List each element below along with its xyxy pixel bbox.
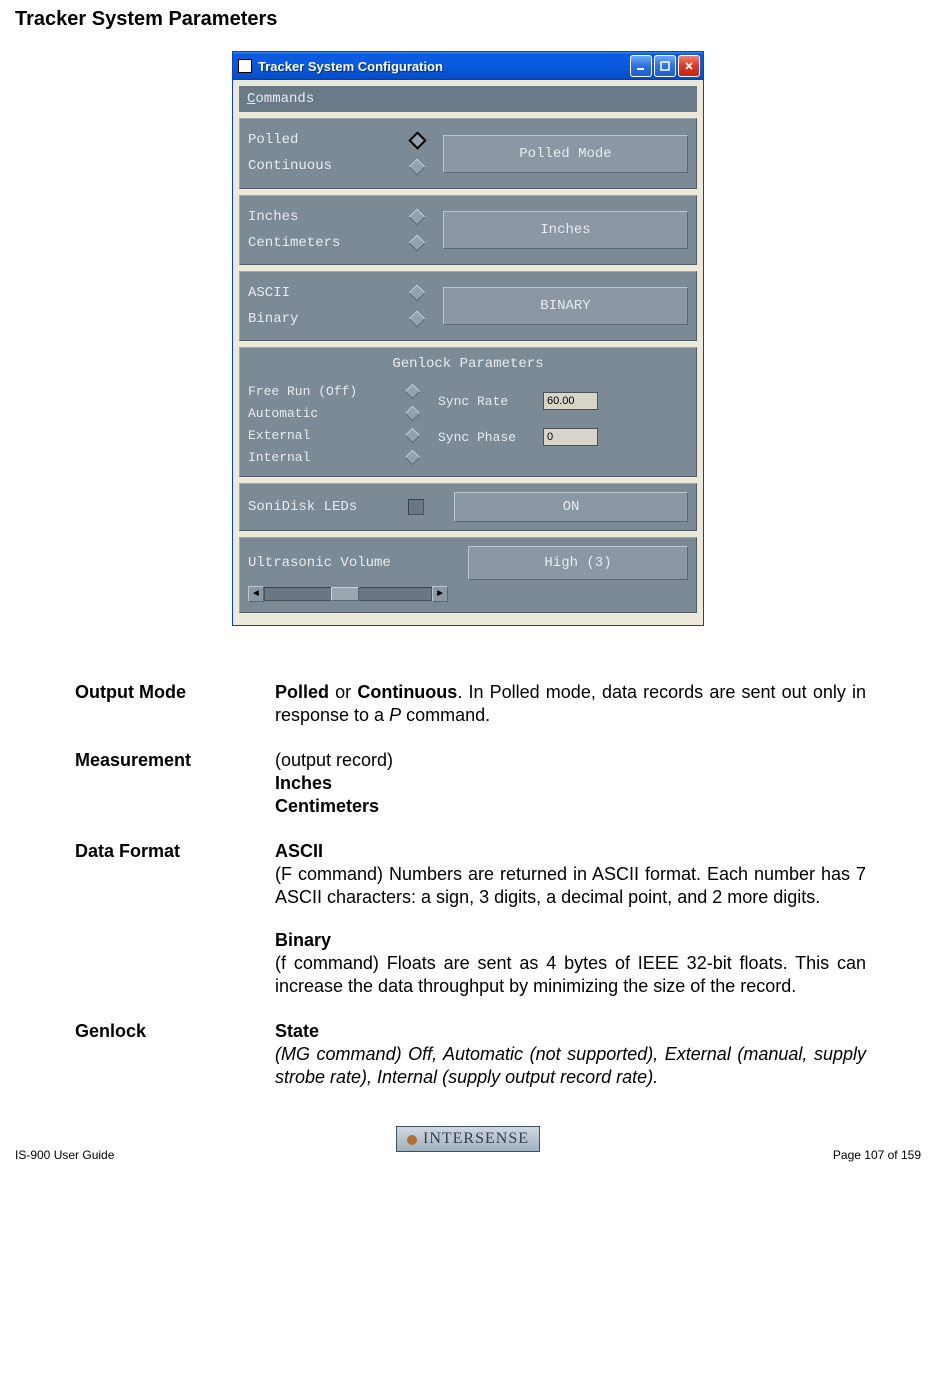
polled-radio[interactable] [408, 131, 426, 149]
def-bold: Polled [275, 682, 329, 702]
def-measurement: Measurement (output record) Inches Centi… [75, 749, 866, 818]
units-panel: Inches Centimeters Inches [239, 195, 697, 265]
centimeters-radio[interactable] [409, 235, 426, 252]
slider-track[interactable] [264, 587, 432, 601]
def-italic: P [389, 705, 401, 725]
ascii-option-label: ASCII [248, 285, 403, 301]
def-genlock: Genlock State (MG command) Off, Automati… [75, 1020, 866, 1089]
slider-left-arrow-icon[interactable]: ◄ [248, 586, 264, 602]
format-panel: ASCII Binary BINARY [239, 271, 697, 341]
def-body: ASCII (F command) Numbers are returned i… [275, 840, 866, 998]
ultrasonic-button[interactable]: High (3) [468, 546, 688, 580]
def-output-mode: Output Mode Polled or Continuous. In Pol… [75, 681, 866, 727]
slider-thumb[interactable] [331, 587, 359, 601]
ultrasonic-slider[interactable]: ◄ ► [248, 586, 448, 602]
inches-option-label: Inches [248, 209, 403, 225]
close-button[interactable] [678, 55, 700, 77]
definitions-section: Output Mode Polled or Continuous. In Pol… [75, 681, 866, 1089]
sync-phase-input[interactable] [543, 428, 598, 446]
maximize-button[interactable] [654, 55, 676, 77]
sonidisk-checkbox[interactable] [408, 499, 424, 515]
page-title: Tracker System Parameters [15, 8, 921, 31]
def-data-format: Data Format ASCII (F command) Numbers ar… [75, 840, 866, 998]
def-text: (f command) Floats are sent as 4 bytes o… [275, 953, 866, 996]
def-body: State (MG command) Off, Automatic (not s… [275, 1020, 866, 1089]
ultrasonic-label: Ultrasonic Volume [248, 555, 448, 571]
automatic-option-label: Automatic [248, 406, 403, 421]
def-body: (output record) Inches Centimeters [275, 749, 866, 818]
footer-right: Page 107 of 159 [833, 1148, 921, 1162]
def-bold: Continuous [357, 682, 457, 702]
def-bold: Binary [275, 930, 331, 950]
def-bold: ASCII [275, 841, 323, 861]
centimeters-option-label: Centimeters [248, 235, 403, 251]
sync-rate-input[interactable] [543, 392, 598, 410]
ultrasonic-panel: Ultrasonic Volume High (3) ◄ ► [239, 537, 697, 613]
external-option-label: External [248, 428, 403, 443]
polled-option-label: Polled [248, 132, 403, 148]
units-button[interactable]: Inches [443, 211, 688, 249]
def-term: Genlock [75, 1020, 275, 1089]
sync-rate-label: Sync Rate [438, 394, 543, 409]
genlock-title: Genlock Parameters [248, 356, 688, 372]
def-text: (F command) Numbers are returned in ASCI… [275, 864, 866, 907]
ascii-radio[interactable] [409, 285, 426, 302]
footer-logo-text: INTERSENSE [423, 1130, 529, 1147]
genlock-panel: Genlock Parameters Free Run (Off) Automa… [239, 347, 697, 477]
def-italic: (MG command) Off, Automatic (not support… [275, 1044, 866, 1087]
continuous-option-label: Continuous [248, 158, 403, 174]
config-window: Tracker System Configuration Commands Po… [232, 51, 704, 626]
mode-panel: Polled Continuous Polled Mode [239, 118, 697, 189]
internal-option-label: Internal [248, 450, 403, 465]
def-term: Output Mode [75, 681, 275, 727]
def-bold: Inches [275, 773, 332, 793]
def-text: command. [401, 705, 490, 725]
def-text: (output record) [275, 750, 393, 770]
footer-logo: INTERSENSE [396, 1126, 540, 1152]
minimize-button[interactable] [630, 55, 652, 77]
def-body: Polled or Continuous. In Polled mode, da… [275, 681, 866, 727]
logo-bullet-icon [407, 1135, 417, 1145]
sonidisk-button[interactable]: ON [454, 492, 688, 522]
inches-radio[interactable] [409, 209, 426, 226]
continuous-radio[interactable] [409, 159, 426, 176]
format-button[interactable]: BINARY [443, 287, 688, 325]
footer-left: IS-900 User Guide [15, 1148, 114, 1162]
def-text: or [329, 682, 357, 702]
slider-right-arrow-icon[interactable]: ► [432, 586, 448, 602]
app-icon [238, 59, 252, 73]
freerun-option-label: Free Run (Off) [248, 384, 403, 399]
mode-button[interactable]: Polled Mode [443, 135, 688, 173]
def-bold: Centimeters [275, 796, 379, 816]
def-term: Data Format [75, 840, 275, 998]
binary-option-label: Binary [248, 311, 403, 327]
def-term: Measurement [75, 749, 275, 818]
titlebar: Tracker System Configuration [233, 52, 703, 80]
commands-menu-accel: C [247, 91, 255, 107]
window-title: Tracker System Configuration [258, 59, 628, 74]
def-bold: State [275, 1021, 319, 1041]
sonidisk-panel: SoniDisk LEDs ON [239, 483, 697, 531]
sonidisk-label: SoniDisk LEDs [248, 499, 408, 515]
sync-phase-label: Sync Phase [438, 430, 543, 445]
binary-radio[interactable] [409, 311, 426, 328]
menubar[interactable]: Commands [239, 86, 697, 112]
page-footer: IS-900 User Guide INTERSENSE Page 107 of… [0, 1126, 936, 1152]
